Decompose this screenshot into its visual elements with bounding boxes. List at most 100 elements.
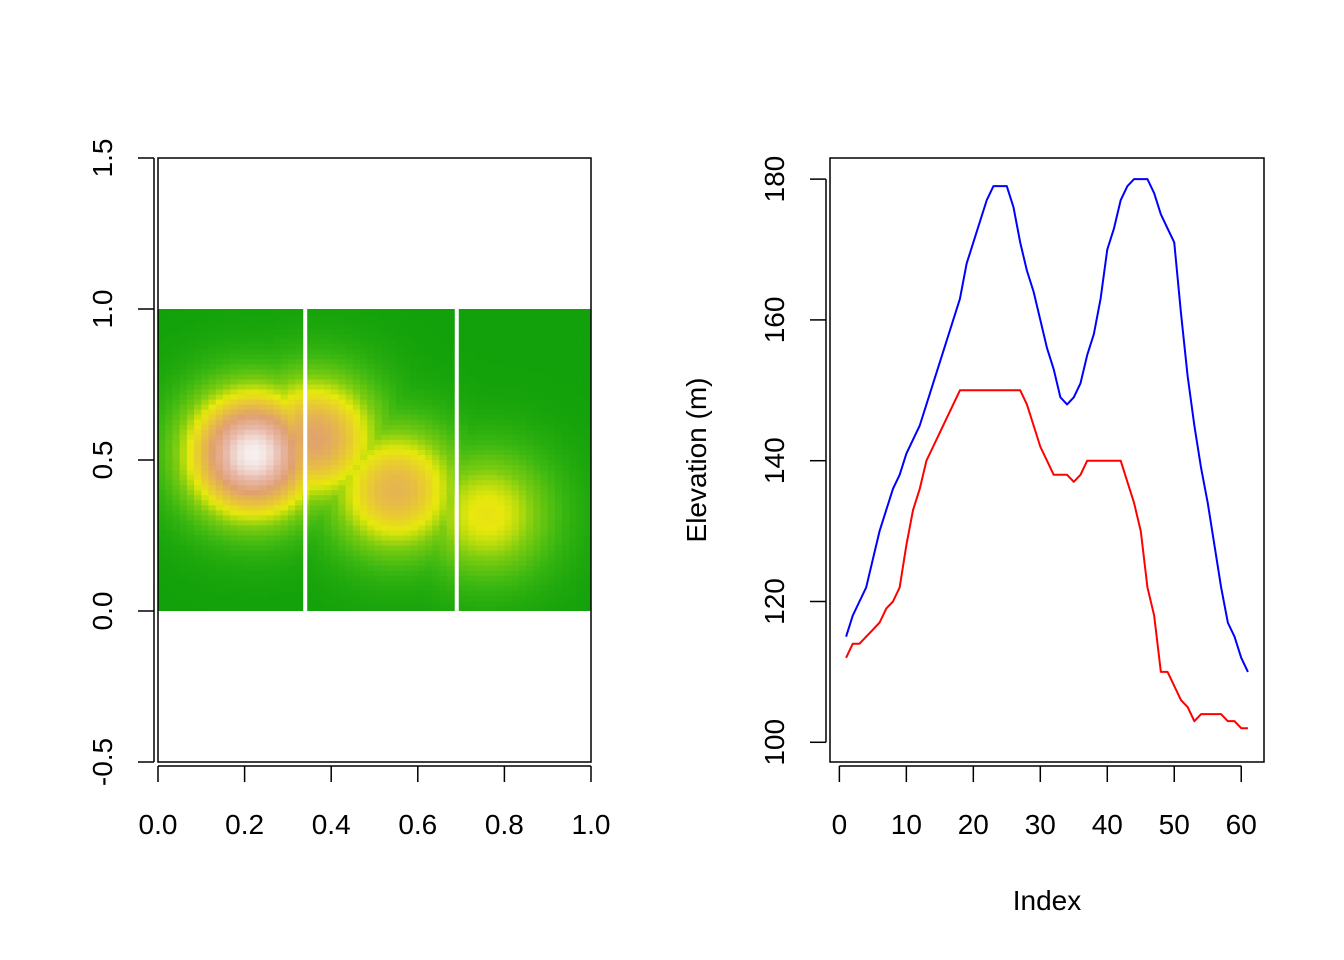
raster-cell [576, 465, 585, 471]
raster-cell [518, 314, 527, 320]
raster-cell [287, 590, 296, 597]
raster-cell [179, 434, 188, 441]
raster-cell [316, 545, 325, 552]
raster-cell [331, 470, 340, 476]
raster-cell [526, 515, 534, 521]
raster-cell [381, 454, 390, 461]
raster-cell [338, 319, 347, 325]
raster-cell [540, 379, 549, 386]
raster-cell [381, 429, 390, 436]
raster-cell [194, 555, 202, 562]
raster-cell [309, 470, 318, 476]
raster-cell [554, 444, 563, 451]
raster-cell [518, 595, 527, 602]
raster-cell [352, 354, 361, 360]
raster-cell [165, 369, 174, 376]
raster-cell [194, 470, 202, 476]
raster-cell [367, 329, 376, 335]
raster-cell [179, 354, 188, 360]
raster-cell [352, 334, 361, 340]
raster-cell [432, 444, 441, 451]
raster-cell [237, 344, 246, 350]
raster-cell [201, 490, 210, 496]
raster-cell [439, 585, 448, 592]
raster-cell [446, 600, 455, 607]
raster-cell [533, 500, 542, 506]
raster-cell [540, 359, 549, 365]
raster-cell [172, 389, 181, 396]
raster-cell [540, 505, 549, 511]
raster-cell [266, 314, 275, 320]
raster-cell [468, 429, 477, 436]
raster-cell [518, 439, 527, 446]
raster-cell [331, 500, 340, 506]
raster-cell [569, 369, 578, 376]
raster-cell [316, 389, 325, 396]
raster-cell [201, 475, 210, 481]
raster-cell [323, 444, 332, 451]
raster-cell [172, 394, 181, 401]
raster-cell [201, 384, 210, 391]
raster-cell [526, 394, 534, 401]
raster-cell [208, 575, 217, 582]
raster-cell [208, 409, 217, 416]
raster-cell [287, 419, 296, 426]
raster-cell [345, 409, 354, 416]
raster-cell [186, 329, 195, 335]
raster-cell [360, 399, 368, 406]
raster-cell [345, 515, 354, 521]
raster-cell [360, 505, 368, 511]
raster-cell [547, 419, 556, 426]
raster-cell [562, 339, 570, 345]
raster-cell [540, 485, 549, 491]
raster-cell [194, 314, 202, 320]
raster-cell [309, 309, 318, 315]
tick-label: 100 [759, 719, 790, 766]
raster-cell [518, 419, 527, 426]
raster-cell [475, 419, 484, 426]
raster-cell [237, 485, 246, 491]
raster-cell [526, 490, 534, 496]
raster-cell [482, 525, 491, 532]
raster-cell [360, 570, 368, 577]
raster-cell [461, 364, 469, 370]
raster-cell [201, 344, 210, 350]
raster-cell [244, 560, 253, 567]
raster-cell [367, 520, 376, 527]
raster-cell [410, 344, 419, 350]
raster-cell [237, 329, 246, 335]
raster-cell [432, 545, 441, 552]
raster-cell [461, 585, 469, 592]
raster-cell [583, 575, 591, 582]
raster-cell [475, 449, 484, 456]
raster-cell [244, 470, 253, 476]
raster-cell [583, 309, 591, 315]
raster-cell [374, 369, 383, 376]
raster-cell [201, 565, 210, 572]
raster-cell [237, 595, 246, 602]
raster-cell [352, 590, 361, 597]
raster-cell [518, 389, 527, 396]
raster-cell [374, 444, 383, 451]
raster-cell [215, 535, 224, 542]
raster-cell [461, 485, 469, 491]
raster-cell [360, 555, 368, 562]
raster-cell [475, 344, 484, 350]
raster-cell [367, 424, 376, 431]
raster-cell [316, 309, 325, 315]
raster-cell [338, 595, 347, 602]
raster-cell [576, 349, 585, 355]
raster-cell [381, 600, 390, 607]
raster-cell [526, 344, 534, 350]
raster-cell [374, 379, 383, 386]
raster-cell [331, 449, 340, 456]
raster-cell [562, 364, 570, 370]
raster-cell [352, 480, 361, 486]
raster-cell [194, 354, 202, 360]
raster-cell [259, 374, 267, 381]
raster-cell [331, 369, 340, 376]
raster-cell [497, 555, 505, 562]
raster-cell [583, 379, 591, 386]
raster-cell [309, 545, 318, 552]
raster-cell [410, 429, 419, 436]
